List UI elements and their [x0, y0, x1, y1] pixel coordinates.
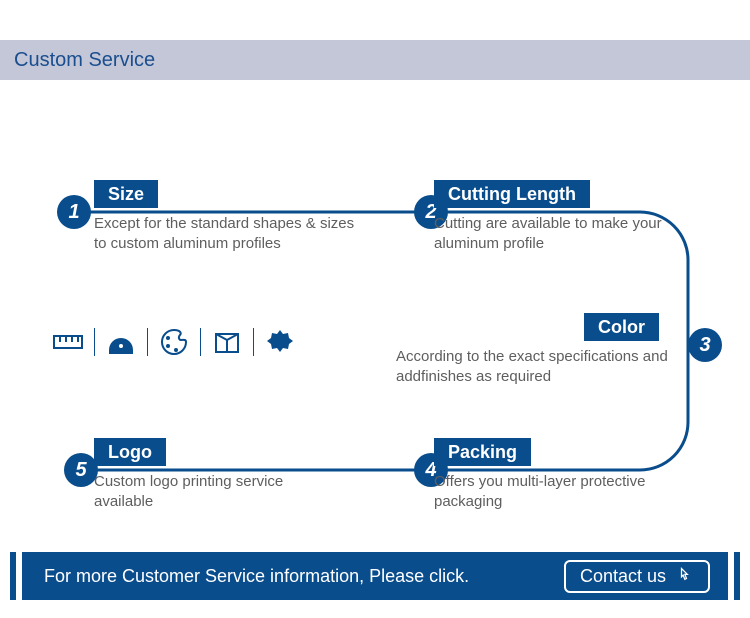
box-icon [211, 326, 243, 358]
footer-text: For more Customer Service information, P… [44, 566, 469, 587]
step-3-desc: According to the exact specifications an… [396, 347, 676, 388]
step-2-tag: Cutting Length [434, 180, 590, 208]
step-5-number: 5 [64, 453, 98, 487]
step-5-desc: Custom logo printing service available [94, 472, 294, 513]
step-1-number-text: 1 [68, 201, 79, 224]
icon-separator [253, 328, 254, 356]
gauge-icon [105, 326, 137, 358]
icon-row [52, 326, 296, 358]
step-1-desc: Except for the standard shapes & sizes t… [94, 214, 364, 255]
step-1-number: 1 [57, 195, 91, 229]
step-2-title: Cutting Length [448, 184, 576, 205]
gear-icon [264, 326, 296, 358]
step-3-number-text: 3 [699, 334, 710, 357]
contact-us-button[interactable]: Contact us [564, 560, 710, 593]
section-header: Custom Service [0, 40, 750, 80]
contact-us-label: Contact us [580, 566, 666, 587]
icon-separator [94, 328, 95, 356]
step-5-tag: Logo [94, 438, 166, 466]
step-3-number: 3 [688, 328, 722, 362]
step-3-tag: Color [584, 313, 659, 341]
step-3-title: Color [598, 317, 645, 338]
icon-separator [200, 328, 201, 356]
step-4-tag: Packing [434, 438, 531, 466]
step-4-title: Packing [448, 442, 517, 463]
ruler-icon [52, 326, 84, 358]
section-header-title: Custom Service [14, 49, 155, 72]
step-4-desc: Offers you multi-layer protective packag… [434, 472, 684, 513]
step-1-tag: Size [94, 180, 158, 208]
palette-icon [158, 326, 190, 358]
icon-separator [147, 328, 148, 356]
step-2-desc: Cutting are available to make your alumi… [434, 214, 674, 255]
step-5-number-text: 5 [75, 459, 86, 482]
step-5-title: Logo [108, 442, 152, 463]
pointer-icon [674, 566, 694, 586]
footer-bar: For more Customer Service information, P… [10, 552, 740, 600]
step-1-title: Size [108, 184, 144, 205]
